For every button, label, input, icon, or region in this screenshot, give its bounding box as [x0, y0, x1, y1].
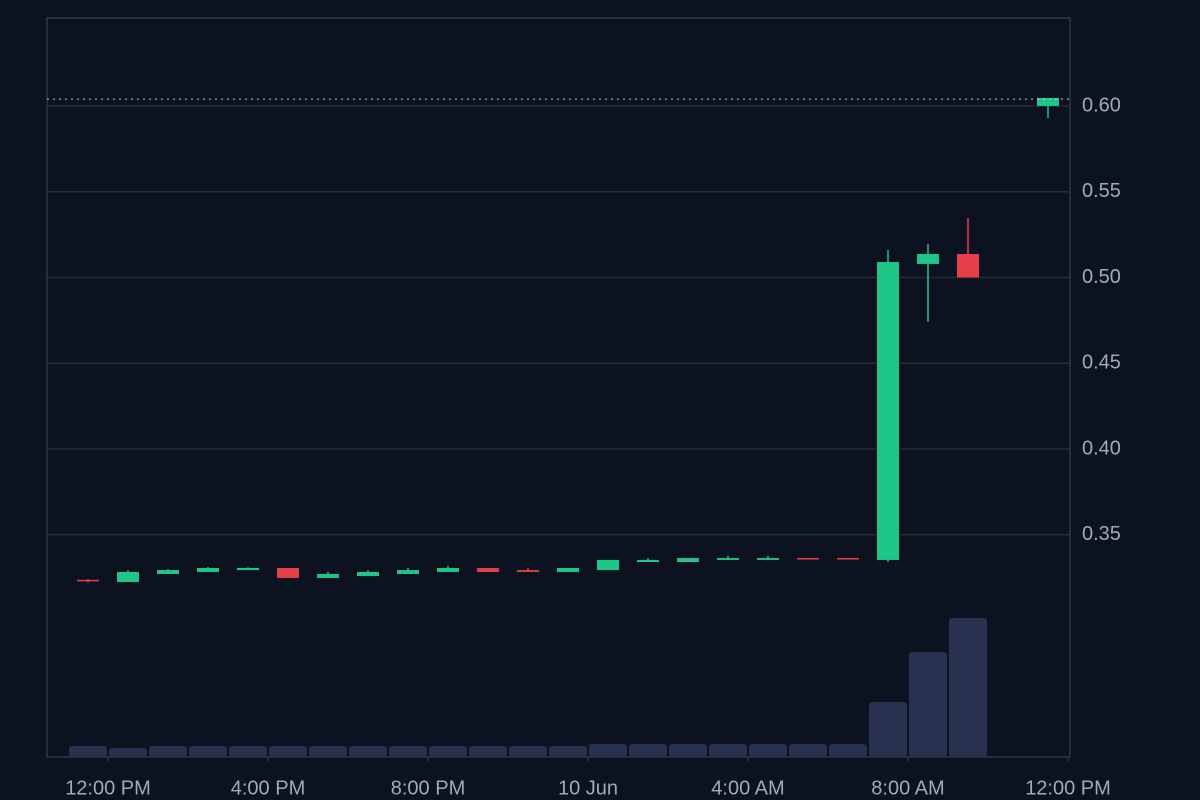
candle-body — [757, 558, 779, 560]
volume-bar — [229, 746, 267, 757]
y-tick-label: 0.45 — [1082, 352, 1121, 374]
volume-bar — [909, 652, 947, 757]
candle-body — [477, 568, 499, 572]
volume-bar — [309, 746, 347, 757]
volume-bar — [509, 746, 547, 757]
candle-body — [837, 558, 859, 560]
candle-body — [917, 253, 939, 264]
volume-bar — [789, 744, 827, 757]
volume-bar — [749, 744, 787, 757]
volume-bar — [269, 746, 307, 757]
candle-body — [517, 570, 539, 572]
volume-bar — [829, 744, 867, 757]
candle-body — [397, 570, 419, 575]
x-tick-label: 4:00 PM — [231, 777, 305, 799]
candle-body — [197, 568, 219, 572]
candle-body — [237, 568, 259, 571]
candle-body — [557, 568, 579, 572]
volume-bar — [549, 746, 587, 757]
volume-bar — [349, 746, 387, 757]
candle-body — [877, 262, 899, 560]
candle-body — [677, 558, 699, 563]
volume-bar — [109, 748, 147, 757]
y-tick-label: 0.55 — [1082, 180, 1121, 202]
y-tick-label: 0.40 — [1082, 437, 1121, 459]
candle-body — [357, 571, 379, 577]
volume-bar — [189, 746, 227, 757]
volume-bar — [949, 618, 987, 757]
candle-body — [797, 558, 819, 560]
candle-body — [157, 570, 179, 575]
volume-bar — [429, 746, 467, 757]
y-tick-label: 0.50 — [1082, 266, 1121, 288]
candle-body — [717, 558, 739, 560]
candle-body — [77, 579, 99, 582]
candle-body — [637, 559, 659, 563]
x-tick-label: 12:00 PM — [65, 777, 151, 799]
candle-body — [597, 559, 619, 571]
x-tick-label: 10 Jun — [558, 777, 618, 799]
candle-body — [277, 568, 299, 578]
x-tick-label: 12:00 PM — [1025, 777, 1111, 799]
y-tick-label: 0.60 — [1082, 94, 1121, 116]
volume-bar — [69, 746, 107, 757]
volume-bar — [149, 746, 187, 757]
volume-bar — [589, 744, 627, 757]
candle-body — [1037, 97, 1059, 106]
x-tick-label: 8:00 AM — [871, 777, 944, 799]
candle-body — [117, 571, 139, 583]
volume-bar — [629, 744, 667, 757]
volume-bar — [669, 744, 707, 757]
volume-bar — [389, 746, 427, 757]
candle-body — [957, 253, 979, 278]
volume-bar — [469, 746, 507, 757]
x-tick-label: 4:00 AM — [711, 777, 784, 799]
volume-bar — [869, 702, 907, 757]
x-tick-label: 8:00 PM — [391, 777, 465, 799]
candle-body — [437, 568, 459, 572]
candle-body — [317, 574, 339, 578]
y-tick-label: 0.35 — [1082, 523, 1121, 545]
volume-bar — [709, 744, 747, 757]
